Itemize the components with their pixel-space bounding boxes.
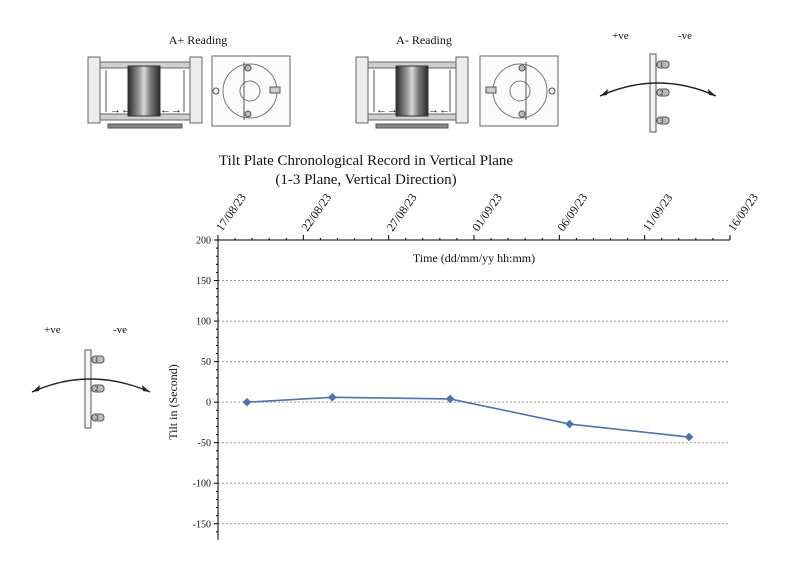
data-point <box>328 392 337 402</box>
svg-text:←→: ←→ <box>376 104 398 116</box>
y-tick-label: -50 <box>198 438 211 449</box>
a-plus-front-view-diagram <box>211 55 291 127</box>
y-tick-label: 200 <box>196 236 211 247</box>
top-marker-1: 1 <box>660 61 664 69</box>
x-tick-label: 27/08/23 <box>384 191 420 234</box>
y-axis-label: Tilt in (Second) <box>166 364 180 440</box>
x-tick-label: 16/09/23 <box>725 191 761 234</box>
a-plus-reading-label: A+ Reading <box>169 33 227 47</box>
a-plus-side-view-diagram: →← ←→ <box>87 56 203 129</box>
data-point <box>242 397 252 407</box>
chart-gridlines <box>218 280 730 525</box>
y-tick-label: 0 <box>206 398 211 409</box>
top-positive-sign: +ve <box>612 30 629 42</box>
svg-text:→←: →← <box>110 104 132 116</box>
y-tick-label: 150 <box>196 276 211 287</box>
left-marker-2: 2 <box>95 385 99 393</box>
x-tick-label: 01/09/23 <box>469 191 505 234</box>
a-minus-reading-label: A- Reading <box>396 33 452 47</box>
x-tick-label: 17/08/23 <box>213 191 249 234</box>
chart-axes <box>217 239 730 540</box>
left-positive-sign: +ve <box>44 324 61 336</box>
y-tick-label: -100 <box>193 479 211 490</box>
top-negative-sign: -ve <box>678 30 692 42</box>
x-tick-label: 22/08/23 <box>298 191 334 234</box>
x-tick-label: 11/09/23 <box>640 191 676 234</box>
y-axis-ticks: 200 150 100 50 0 -50 -100 -150 <box>193 236 218 533</box>
series-layer <box>242 392 694 442</box>
top-marker-2: 2 <box>660 89 664 97</box>
y-tick-label: 100 <box>196 317 211 328</box>
left-marker-3: 3 <box>95 414 99 422</box>
top-marker-3: 3 <box>660 117 664 125</box>
data-point <box>565 419 574 429</box>
data-point <box>684 432 694 442</box>
y-tick-label: -150 <box>193 519 211 530</box>
a-minus-front-view-diagram <box>479 55 559 127</box>
x-axis-ticks: 17/08/23 22/08/23 27/08/23 01/09/23 06/09/23… <box>213 191 761 240</box>
chart-title: Tilt Plate Chronological Record in Verti… <box>219 153 513 169</box>
a-minus-side-view-diagram: ←→ →← <box>355 56 469 129</box>
data-point <box>445 394 455 404</box>
top-tilt-direction-diagram: +ve -ve 1 2 3 <box>599 30 717 133</box>
svg-text:→←: →← <box>428 104 450 116</box>
x-axis-label: Time (dd/mm/yy hh:mm) <box>413 251 535 265</box>
chart-subtitle: (1-3 Plane, Vertical Direction) <box>275 172 456 188</box>
series-line <box>246 396 690 438</box>
x-tick-label: 06/09/23 <box>554 191 590 234</box>
left-tilt-direction-diagram: +ve -ve 1 2 3 <box>31 324 151 429</box>
left-negative-sign: -ve <box>113 324 127 336</box>
svg-text:←→: ←→ <box>160 104 182 116</box>
left-marker-1: 1 <box>95 356 99 364</box>
y-tick-label: 50 <box>201 357 211 368</box>
